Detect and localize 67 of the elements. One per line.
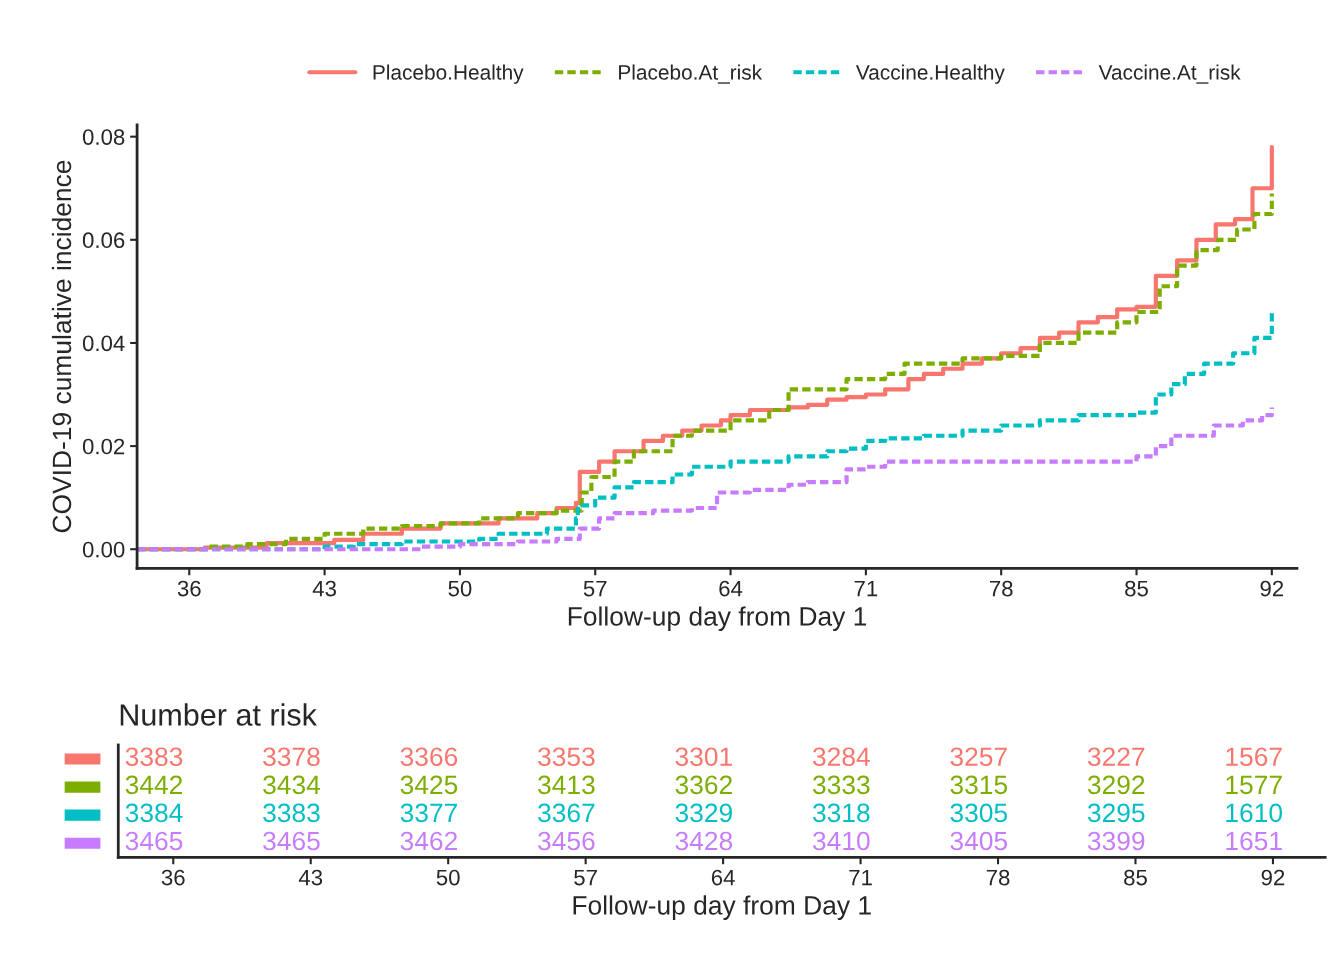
y-tick-label: 0.02 — [82, 438, 125, 455]
data-label: 3428 — [675, 831, 733, 851]
data-label: 3333 — [812, 775, 870, 795]
y-tick-label: 0.00 — [82, 541, 125, 558]
y-tick-label: 0.06 — [82, 232, 125, 249]
x-tick-label: 78 — [986, 869, 1010, 886]
legend-label: Vaccine.Healthy — [855, 64, 1005, 84]
data-label: 3315 — [950, 775, 1008, 795]
x-tick-label: 92 — [1260, 580, 1284, 597]
legend-label: Vaccine.At_risk — [1098, 64, 1241, 84]
data-label: 3383 — [125, 747, 183, 767]
x-tick-label: 43 — [312, 580, 336, 597]
data-label: 3378 — [263, 747, 320, 767]
x-tick-label: 43 — [298, 869, 323, 886]
y-axis-title: COVID-19 cumulative incidence — [51, 160, 72, 533]
data-label: 3434 — [263, 775, 321, 795]
x-tick-label: 64 — [711, 869, 735, 886]
data-label: 3462 — [400, 831, 457, 851]
x-tick-label: 78 — [989, 580, 1013, 597]
x-axis-title: Follow-up day from Day 1 — [568, 606, 867, 631]
y-tick-label: 0.04 — [82, 335, 125, 352]
x-tick-label: 85 — [1125, 580, 1148, 597]
x-tick-label: 57 — [583, 580, 607, 597]
x-tick-label: 57 — [574, 869, 597, 886]
data-label: 3405 — [950, 831, 1008, 851]
data-label: 3442 — [125, 775, 183, 795]
data-label: 3399 — [1087, 831, 1145, 851]
data-label: 3465 — [125, 831, 183, 851]
data-label: 3292 — [1087, 775, 1145, 795]
y-tick-label: 0.08 — [82, 129, 125, 145]
data-label: 3227 — [1087, 747, 1145, 767]
data-label: 3305 — [950, 803, 1008, 823]
x-tick-label: 36 — [177, 580, 201, 597]
x-tick-label: 36 — [161, 869, 185, 886]
x-tick-label: 92 — [1261, 869, 1285, 886]
data-label: 3257 — [950, 747, 1007, 767]
data-label: 3353 — [538, 747, 595, 767]
x-tick-label: 50 — [436, 869, 460, 886]
data-label: 1577 — [1226, 775, 1282, 795]
x-tick-label: 71 — [849, 869, 872, 886]
data-label: 3413 — [538, 775, 595, 795]
data-label: 3366 — [400, 747, 458, 767]
x-tick-label: 50 — [448, 580, 472, 597]
x-axis-title: Follow-up day from Day 1 — [573, 895, 871, 920]
data-label: 1651 — [1226, 831, 1282, 851]
data-label: 1567 — [1226, 747, 1282, 767]
data-label: 3362 — [675, 775, 732, 795]
chart-title: Number at risk — [120, 703, 317, 726]
legend-label: Placebo.Healthy — [373, 64, 524, 84]
data-label: 3425 — [400, 775, 458, 795]
data-label: 3465 — [263, 831, 320, 851]
x-tick-label: 85 — [1124, 869, 1147, 886]
legend-label: Placebo.At_risk — [619, 64, 763, 84]
data-label: 3383 — [263, 803, 320, 823]
data-label: 3384 — [125, 803, 183, 823]
data-label: 3367 — [538, 803, 595, 823]
data-label: 3301 — [675, 747, 732, 767]
data-label: 3284 — [812, 747, 870, 767]
x-tick-label: 71 — [854, 580, 878, 597]
data-label: 3295 — [1087, 803, 1145, 823]
data-label: 3329 — [675, 803, 732, 823]
data-label: 3456 — [538, 831, 595, 851]
data-label: 1610 — [1226, 803, 1283, 823]
x-tick-label: 64 — [719, 580, 743, 597]
data-label: 3318 — [812, 803, 870, 823]
data-label: 3377 — [400, 803, 457, 823]
data-label: 3410 — [812, 831, 870, 851]
